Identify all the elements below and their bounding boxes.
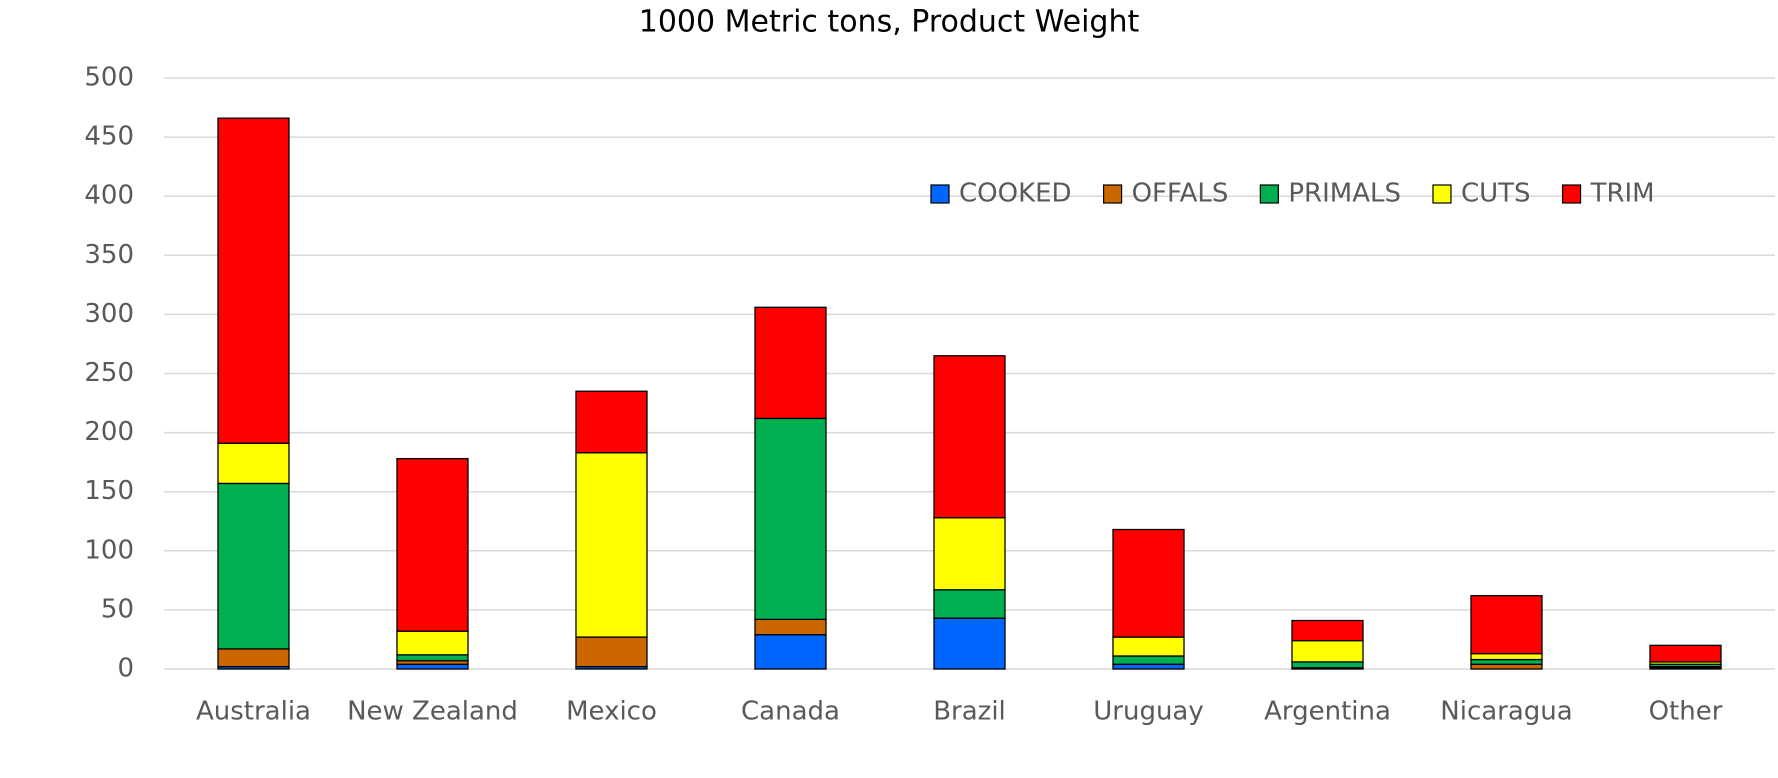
legend-swatch	[1432, 184, 1452, 204]
x-tick-label: New Zealand	[347, 697, 518, 727]
y-tick-label: 450	[84, 122, 134, 152]
bar-segment	[1470, 652, 1543, 661]
bar-segment	[754, 306, 827, 420]
y-tick-label: 150	[84, 476, 134, 506]
bar-segment	[1112, 655, 1185, 665]
bar-segment	[575, 452, 648, 638]
legend-label: OFFALS	[1132, 179, 1229, 209]
bar-segment	[1470, 658, 1543, 665]
y-tick-label: 250	[84, 358, 134, 388]
legend-swatch	[1102, 184, 1123, 204]
bar-segment	[217, 648, 290, 668]
x-tick-label: Australia	[196, 697, 311, 727]
bar-segment	[396, 654, 469, 662]
y-tick-label: 300	[84, 299, 134, 329]
y-tick-label: 50	[101, 594, 134, 624]
bar-segment	[217, 117, 290, 444]
bar-segment	[754, 618, 827, 636]
bar-segment	[754, 634, 827, 670]
bar-segment	[575, 390, 648, 454]
x-tick-label: Nicaragua	[1440, 697, 1572, 727]
bar-segment	[396, 457, 469, 632]
bar-segment	[933, 617, 1006, 670]
legend-label: CUTS	[1461, 179, 1531, 209]
x-tick-label: Mexico	[566, 697, 657, 727]
bar-segment	[1291, 661, 1364, 669]
bar-segment	[754, 417, 827, 621]
x-tick-label: Argentina	[1264, 697, 1391, 727]
legend-label: TRIM	[1590, 179, 1655, 209]
bar-segment	[1112, 636, 1185, 657]
legend-swatch	[930, 184, 950, 204]
bar-segment	[933, 355, 1006, 519]
bar-segment	[933, 589, 1006, 619]
bar-segment	[1470, 595, 1543, 655]
bar-segment	[1291, 619, 1364, 642]
legend-swatch	[1259, 184, 1279, 204]
y-tick-label: 100	[84, 535, 134, 565]
bar-segment	[217, 442, 290, 485]
bar-segment	[396, 663, 469, 670]
x-tick-label: Canada	[741, 697, 840, 727]
bar-segment	[1112, 528, 1185, 638]
bar-segment	[575, 636, 648, 668]
chart-title: 1000 Metric tons, Product Weight	[639, 5, 1140, 40]
bar-segment	[396, 630, 469, 656]
bar-segment	[217, 482, 290, 650]
x-tick-label: Brazil	[933, 697, 1006, 727]
y-tick-label: 350	[84, 240, 134, 270]
x-tick-label: Other	[1649, 697, 1723, 727]
legend-label: PRIMALS	[1288, 179, 1401, 209]
bar-segment	[1470, 663, 1543, 670]
bar-segment	[1112, 663, 1185, 670]
y-tick-label: 0	[117, 654, 134, 684]
legend-swatch	[1561, 184, 1582, 204]
y-tick-label: 400	[84, 181, 134, 211]
y-tick-label: 200	[84, 417, 134, 447]
y-tick-label: 500	[84, 63, 134, 93]
bar-segment	[1649, 644, 1722, 663]
bar-segment	[933, 517, 1006, 591]
bar-segment	[1291, 639, 1364, 663]
x-tick-label: Uruguay	[1093, 697, 1204, 727]
legend-label: COOKED	[959, 179, 1072, 209]
